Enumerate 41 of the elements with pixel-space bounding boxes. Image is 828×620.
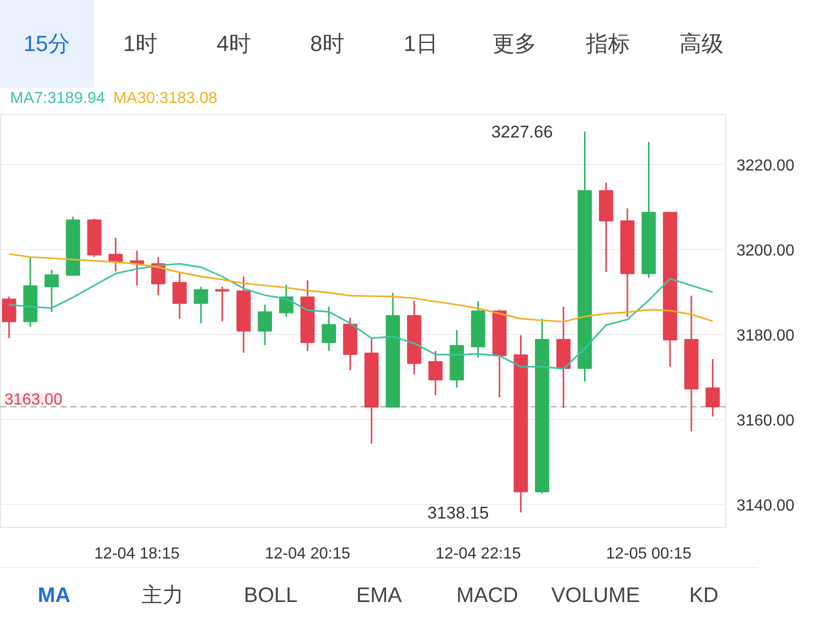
text: VOLUME <box>550 583 641 609</box>
y-tick-label: 3140.00 <box>736 498 794 515</box>
candlestick <box>706 358 720 418</box>
text: KD <box>688 583 720 609</box>
text: MA <box>36 583 72 609</box>
candlestick <box>258 304 272 346</box>
candlestick <box>428 350 443 396</box>
y-tick-label: 3160.00 <box>736 412 794 430</box>
text: 高级 <box>678 30 724 58</box>
candlestick <box>2 296 16 339</box>
text: 1时 <box>122 30 158 58</box>
text: 主力 <box>140 583 184 609</box>
candlestick <box>172 272 187 320</box>
text: 指标 <box>584 30 631 58</box>
candlestick <box>215 286 230 322</box>
text: MACD <box>455 583 520 609</box>
x-tick-label: 12-04 22:15 <box>435 546 521 562</box>
x-tick-label: 12-04 18:15 <box>94 546 180 562</box>
annotation: 3227.66 <box>491 122 553 142</box>
candlestick <box>279 284 294 318</box>
text: EMA <box>355 583 403 609</box>
candlestick <box>322 306 336 352</box>
candlestick <box>194 286 208 324</box>
candlestick <box>108 237 123 272</box>
text: 8时 <box>309 30 346 58</box>
annotation: 3138.15 <box>427 503 489 522</box>
text: MA30:3183.08 <box>113 90 218 107</box>
text: 1日 <box>402 30 439 58</box>
line-series <box>8 253 714 322</box>
y-tick-label: 3180.00 <box>736 327 794 344</box>
text: 4时 <box>216 30 252 58</box>
text: MA7:3189.94 <box>10 90 106 107</box>
x-tick-label: 12-05 00:15 <box>606 546 692 562</box>
text: 更多 <box>491 30 538 58</box>
x-tick-label: 12-04 20:15 <box>264 546 350 562</box>
text: 15分 <box>0 0 94 88</box>
y-tick-label: 3220.00 <box>736 157 794 174</box>
ref-line-label: 3163.00 <box>4 392 62 409</box>
text: BOLL <box>242 583 299 609</box>
y-tick-label: 3200.00 <box>736 242 794 260</box>
candlestick <box>44 268 59 313</box>
